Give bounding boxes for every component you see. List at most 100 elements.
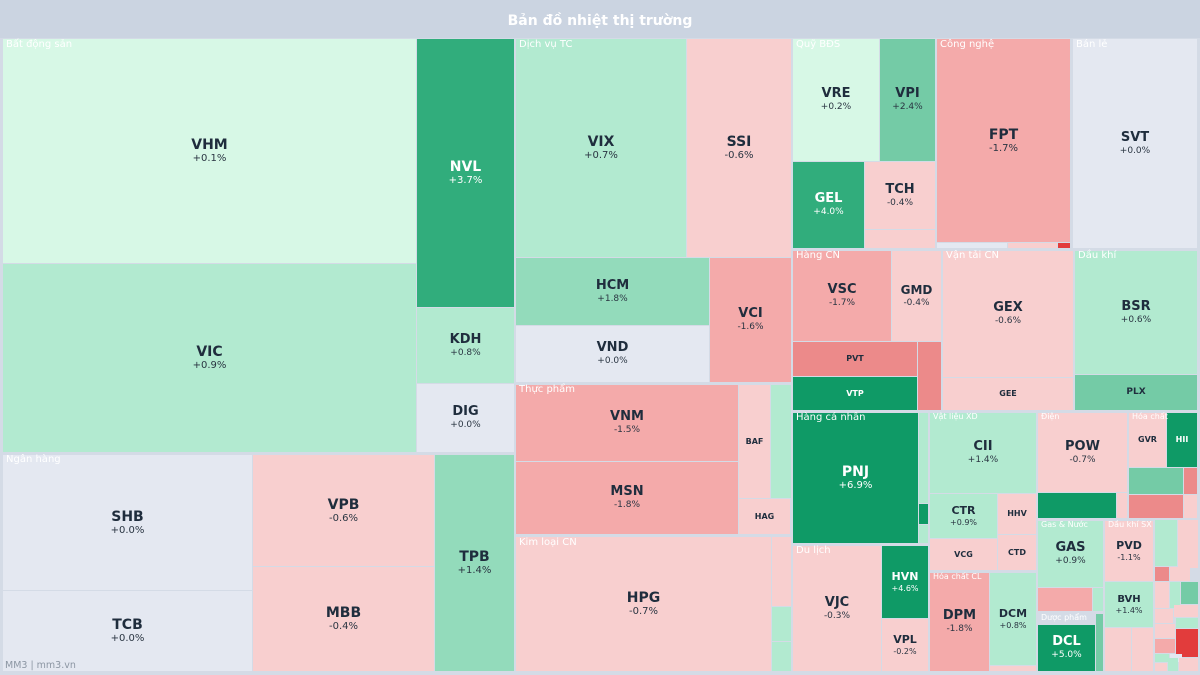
tile-pvt[interactable]: PVT: [793, 342, 917, 376]
tile-vpl[interactable]: VPL -0.2%: [882, 619, 928, 671]
tile-small: [1155, 639, 1175, 653]
ticker-symbol: VCI: [738, 306, 763, 322]
tile-dcm[interactable]: DCM +0.8%: [990, 573, 1036, 665]
tile-vic[interactable]: VIC +0.9%: [3, 264, 416, 452]
tile-small: [1038, 588, 1092, 611]
ticker-symbol: BAF: [745, 436, 764, 446]
tile-vix[interactable]: VIX +0.7%: [516, 39, 686, 257]
tile-pnj[interactable]: PNJ +6.9%: [793, 413, 918, 543]
tile-tcb[interactable]: TCB +0.0%: [3, 591, 252, 671]
tile-tch[interactable]: TCH -0.4%: [865, 162, 935, 229]
ticker-symbol: MSN: [610, 484, 644, 500]
ticker-symbol: HAG: [754, 511, 775, 521]
tile-vre[interactable]: VRE +0.2%: [793, 39, 879, 161]
tile-msn[interactable]: MSN -1.8%: [516, 462, 738, 534]
ticker-symbol: KDH: [449, 331, 482, 347]
tile-nvl[interactable]: NVL +3.7%: [417, 39, 514, 307]
tile-small: [1129, 468, 1183, 494]
tile-vpi[interactable]: VPI +2.4%: [880, 39, 935, 161]
tile-small: [1117, 493, 1127, 518]
ticker-change: -0.3%: [823, 610, 851, 621]
tile-gel[interactable]: GEL +4.0%: [793, 162, 864, 248]
tile-plx[interactable]: PLX: [1075, 375, 1197, 410]
tile-hvn[interactable]: HVN +4.6%: [882, 546, 928, 618]
tile-hhv[interactable]: HHV: [998, 494, 1036, 534]
tile-bsr[interactable]: BSR +0.6%: [1075, 251, 1197, 374]
tile-gee[interactable]: GEE: [943, 378, 1073, 410]
ticker-symbol: GMD: [900, 282, 933, 297]
ticker-change: -0.4%: [886, 197, 914, 208]
tile-vtp[interactable]: VTP: [793, 377, 917, 410]
ticker-change: +0.8%: [999, 620, 1027, 630]
ticker-symbol: HII: [1175, 435, 1189, 445]
ticker-change: +0.0%: [597, 356, 628, 367]
tile-vpb[interactable]: VPB -0.6%: [253, 455, 434, 566]
tile-vjc[interactable]: VJC -0.3%: [793, 546, 881, 671]
tile-small: [1155, 582, 1169, 608]
ticker-change: -0.6%: [724, 150, 754, 162]
tile-gas[interactable]: GAS +0.9%: [1038, 521, 1103, 587]
tile-tpb[interactable]: TPB +1.4%: [435, 455, 514, 671]
tile-small: [1093, 588, 1103, 611]
tile-cii[interactable]: CII +1.4%: [930, 413, 1036, 493]
tile-small: [1184, 468, 1197, 494]
tile-ctr[interactable]: CTR +0.9%: [930, 494, 997, 538]
tile-small: [1179, 658, 1198, 671]
group-label: Kim loại CN: [519, 537, 577, 548]
ticker-change: +0.2%: [820, 102, 852, 113]
ticker-symbol: VPI: [895, 86, 920, 102]
tile-shb[interactable]: SHB +0.0%: [3, 455, 252, 590]
tile-mbb[interactable]: MBB -0.4%: [253, 567, 434, 671]
tile-kdh[interactable]: KDH +0.8%: [417, 308, 514, 383]
ticker-symbol: SVT: [1120, 129, 1150, 145]
tile-small: [1155, 609, 1173, 623]
tile-small: [919, 525, 928, 543]
tile-svt[interactable]: SVT +0.0%: [1073, 39, 1197, 248]
tile-small: [1168, 658, 1178, 671]
group-label: Vận tải CN: [946, 250, 999, 261]
tile-hcm[interactable]: HCM +1.8%: [516, 258, 709, 325]
ticker-symbol: VTP: [846, 388, 864, 398]
tile-gex[interactable]: GEX -0.6%: [943, 251, 1073, 377]
ticker-change: -0.7%: [1069, 454, 1096, 465]
ticker-change: +0.7%: [584, 150, 618, 162]
ticker-symbol: BVH: [1117, 594, 1141, 606]
group-label: Hóa chất: [1132, 412, 1168, 421]
tile-vhm[interactable]: VHM +0.1%: [3, 39, 416, 263]
tile-hii[interactable]: HII: [1167, 413, 1197, 467]
tile-gmd[interactable]: GMD -0.4%: [892, 251, 941, 341]
tile-small: [865, 230, 935, 248]
ticker-symbol: DPM: [942, 608, 977, 624]
group-label: Du lịch: [796, 545, 831, 556]
ticker-symbol: FPT: [988, 126, 1019, 143]
tile-small: [919, 413, 928, 503]
tile-bvh[interactable]: BVH +1.4%: [1105, 582, 1153, 627]
tile-vnd[interactable]: VND +0.0%: [516, 326, 709, 382]
tile-ssi[interactable]: SSI -0.6%: [687, 39, 791, 257]
ticker-symbol: GEX: [993, 300, 1023, 316]
tile-vsc[interactable]: VSC -1.7%: [793, 251, 891, 341]
ticker-change: -0.4%: [903, 297, 930, 308]
tile-baf[interactable]: BAF: [739, 385, 770, 498]
tile-small: [1132, 628, 1153, 671]
ticker-symbol: VPB: [327, 496, 360, 513]
tile-fpt[interactable]: FPT -1.7%: [937, 39, 1070, 242]
tile-gvr[interactable]: GVR: [1129, 413, 1166, 467]
tile-dpm[interactable]: DPM -1.8%: [930, 573, 989, 671]
tile-small: [772, 537, 791, 606]
group-label: Dầu khí SX: [1108, 520, 1152, 529]
tile-pow[interactable]: POW -0.7%: [1038, 413, 1127, 492]
tile-hpg[interactable]: HPG -0.7%: [516, 537, 771, 671]
tile-pvd[interactable]: PVD -1.1%: [1105, 521, 1153, 581]
ticker-change: -0.4%: [328, 621, 358, 633]
tile-hag[interactable]: HAG: [739, 499, 790, 534]
tile-dcl[interactable]: DCL +5.0%: [1038, 625, 1095, 671]
tile-vnm[interactable]: VNM -1.5%: [516, 385, 738, 461]
tile-dig[interactable]: DIG +0.0%: [417, 384, 514, 452]
tile-vci[interactable]: VCI -1.6%: [710, 258, 791, 382]
tile-small: [1155, 520, 1177, 566]
ticker-symbol: VIX: [587, 134, 615, 151]
tile-vcg[interactable]: VCG: [930, 539, 997, 570]
ticker-symbol: GVR: [1138, 435, 1157, 445]
tile-ctd[interactable]: CTD: [998, 535, 1036, 570]
